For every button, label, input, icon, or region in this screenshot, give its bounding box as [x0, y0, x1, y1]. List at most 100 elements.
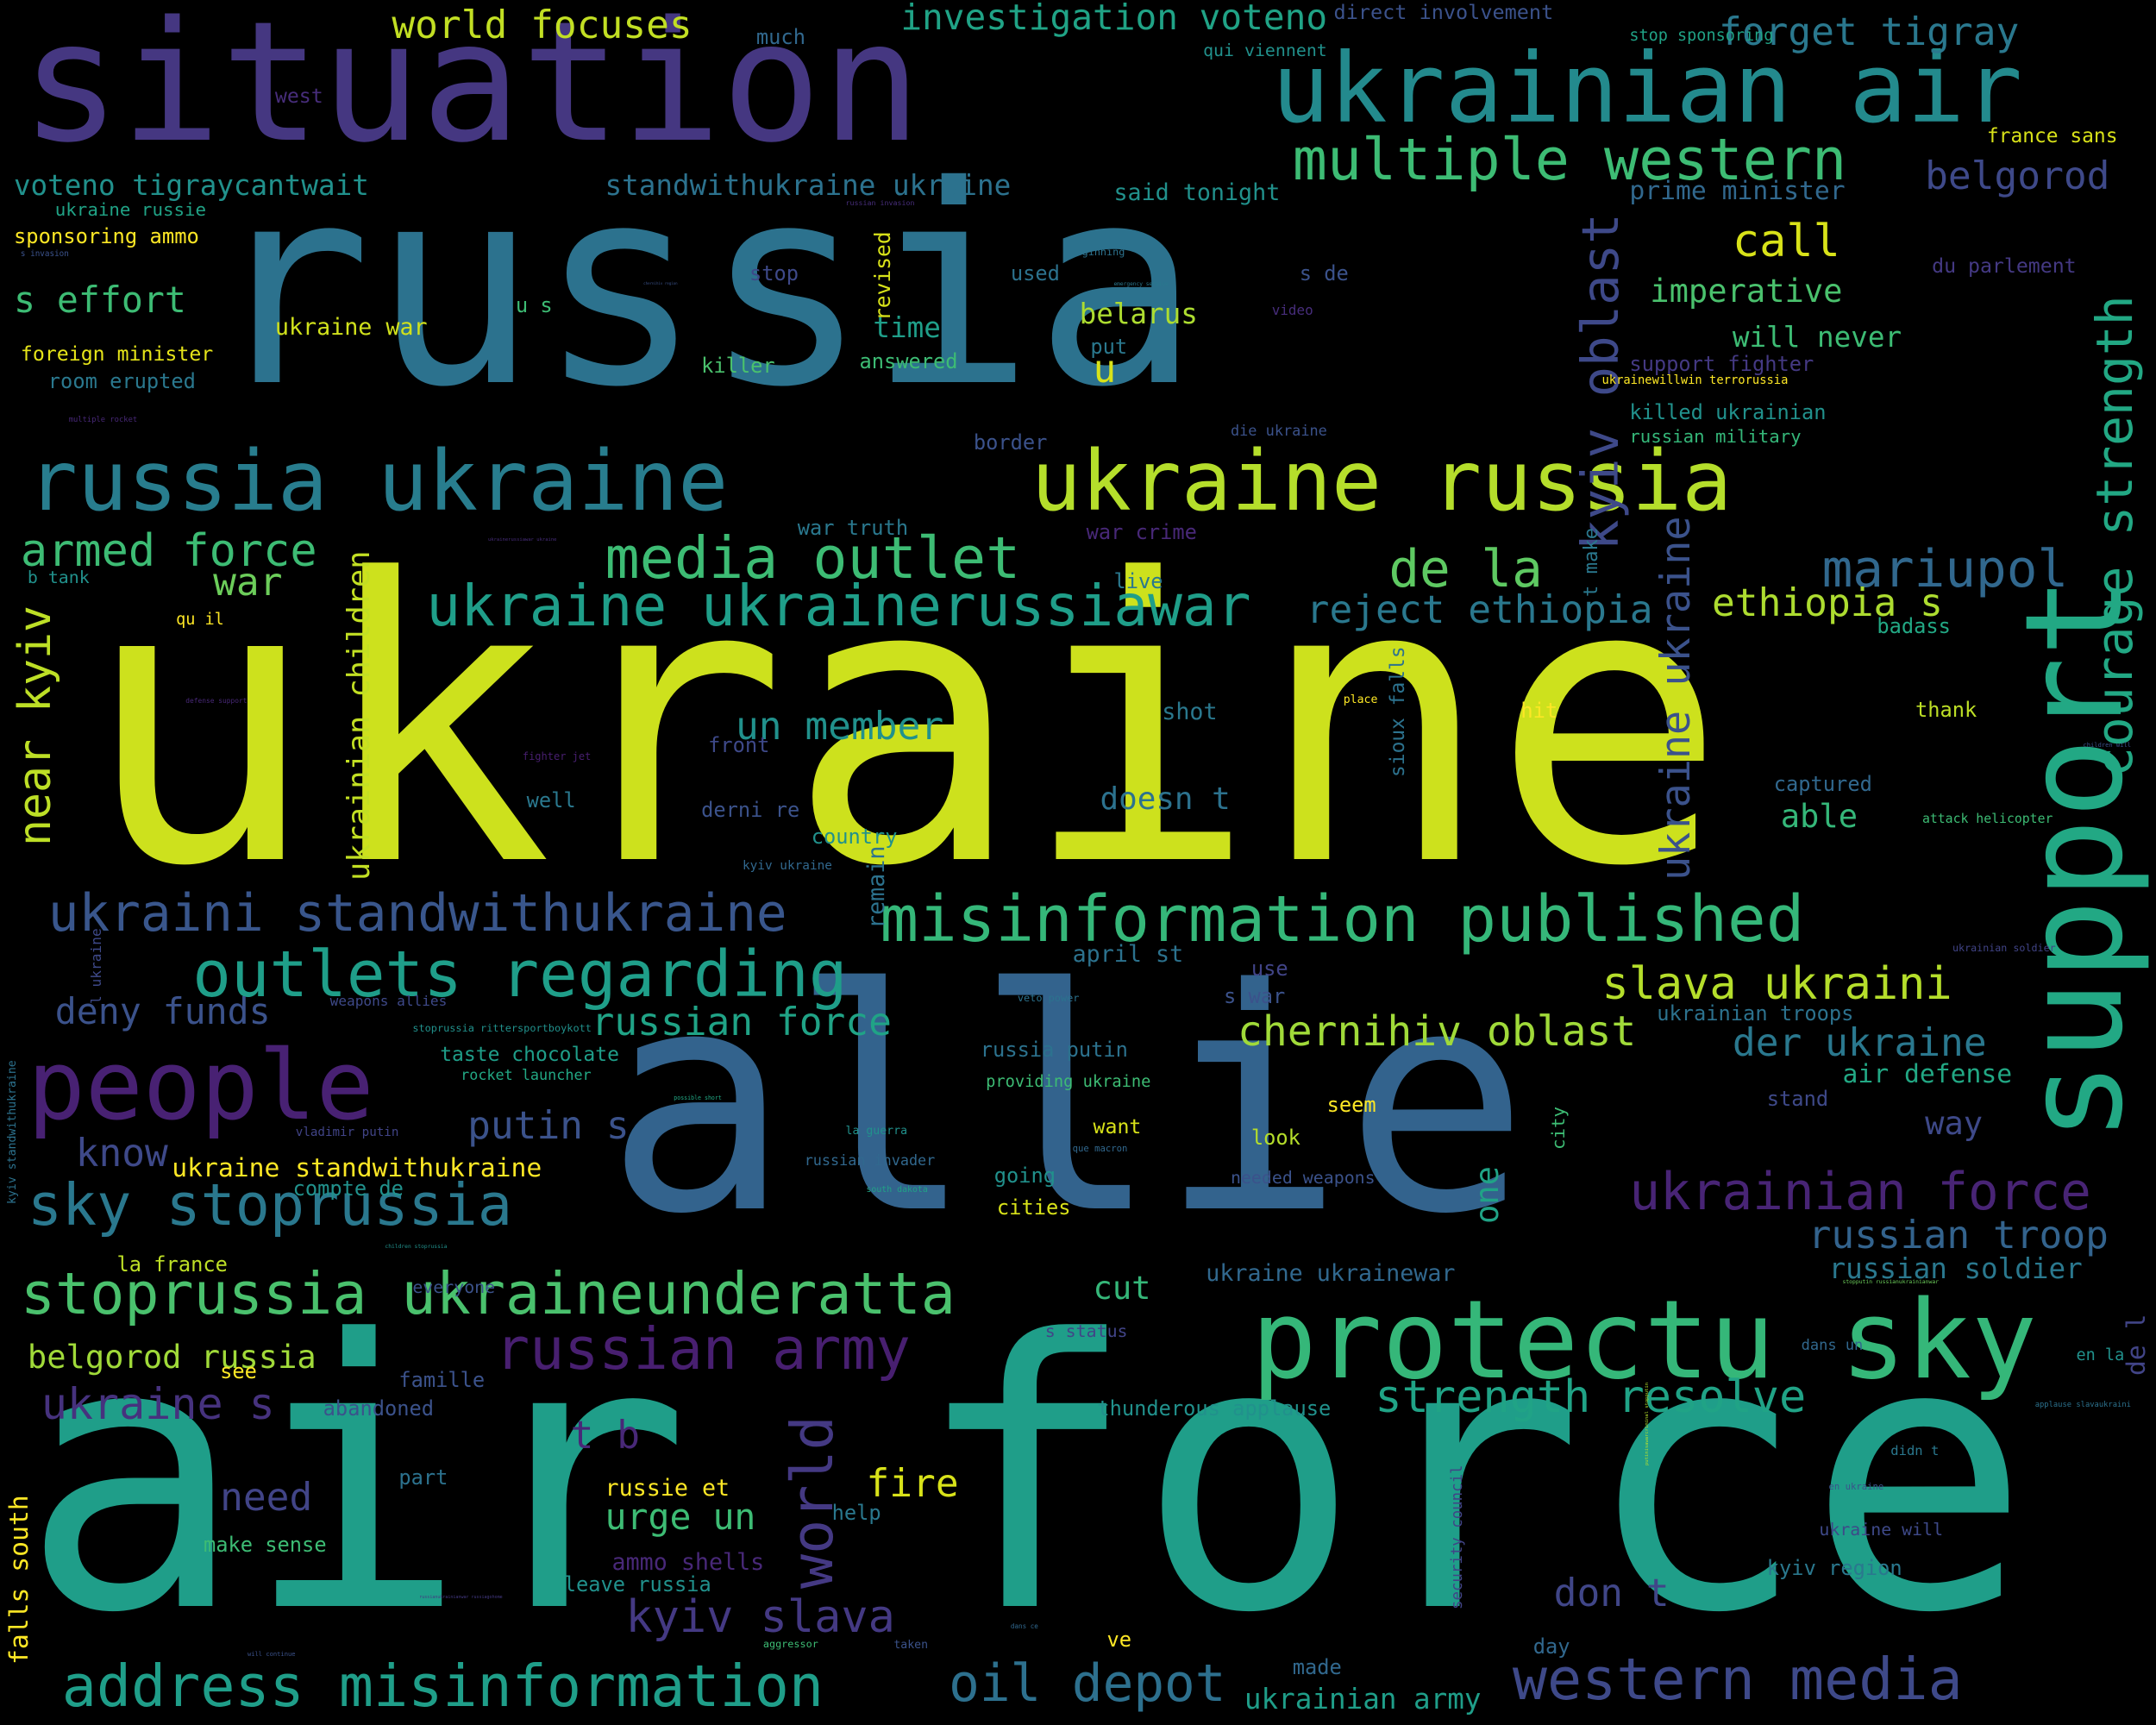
word-ukraine-will: ukraine will	[1819, 1519, 1944, 1540]
word-support-fighter: support fighter	[1629, 352, 1814, 377]
word-look: look	[1250, 1125, 1300, 1150]
word-t-make: t make	[1579, 528, 1602, 598]
word-attack-helicopter: attack helicopter	[1921, 811, 2053, 826]
word-taste-chocolate: taste chocolate	[440, 1044, 619, 1067]
word-que-macron: que macron	[1072, 1143, 1128, 1154]
word-call: call	[1732, 216, 1840, 268]
word-killed-ukrainian: killed ukrainian	[1629, 400, 1827, 425]
word-april-st: april st	[1072, 941, 1184, 969]
word-l-ukraine: l ukraine	[87, 928, 104, 1005]
word-well: well	[526, 788, 576, 813]
word-way: way	[1925, 1104, 1984, 1142]
word-reject-ethiopia: reject ethiopia	[1306, 587, 1653, 632]
word-one: one	[1468, 1166, 1506, 1225]
word-b-tank: b tank	[27, 568, 90, 588]
word-slava-ukraini: slava ukraini	[1601, 958, 1952, 1011]
word-qui-viennent: qui viennent	[1203, 41, 1327, 61]
word-ukrainerussiawar-ukraine: ukrainerussiawar ukraine	[488, 536, 557, 543]
word-place: place	[1343, 693, 1378, 707]
word-kyiv-ukraine: kyiv ukraine	[742, 858, 832, 873]
word-ukrainian-soldier: ukrainian soldier	[1952, 942, 2056, 955]
word-stop: stop	[749, 261, 799, 286]
word-cities: cities	[996, 1195, 1071, 1220]
word-room-erupted: room erupted	[47, 368, 196, 393]
word-south-dakota: south dakota	[866, 1184, 928, 1195]
word-russie-et: russie et	[605, 1474, 730, 1502]
word-veto-power: veto power	[1017, 991, 1080, 1004]
word-russian-invasion: russian invasion	[845, 198, 915, 208]
word-used: used	[1010, 261, 1060, 286]
word-use: use	[1250, 956, 1288, 981]
word-doesn-t: doesn t	[1100, 781, 1231, 818]
word-hit: hit	[1520, 699, 1558, 724]
word-qu-il: qu il	[176, 610, 224, 629]
word-said-tonight: said tonight	[1113, 179, 1281, 206]
word-remain: remain	[863, 845, 891, 929]
word-prime-minister: prime minister	[1629, 176, 1846, 207]
word-oil-depot: oil depot	[949, 1653, 1226, 1713]
word-fire: fire	[866, 1461, 959, 1506]
word-people: people	[27, 1031, 374, 1143]
word-belgorod-russia: belgorod russia	[27, 1339, 317, 1377]
word-russian-army: russian army	[494, 1315, 911, 1383]
word-ukraine-russie: ukraine russie	[54, 198, 207, 220]
word-emergency-service: emergency service	[1113, 280, 1169, 287]
word-belarus: belarus	[1079, 297, 1198, 330]
word-imperative: imperative	[1650, 272, 1843, 310]
word-don-t: don t	[1553, 1571, 1670, 1616]
word-defense-support: defense support	[185, 696, 248, 705]
word-ukrainian-troops: ukrainian troops	[1657, 1001, 1854, 1026]
word-die-ukraine: die ukraine	[1230, 422, 1327, 440]
word-derni-re: derni re	[701, 798, 800, 823]
word-situation: situation	[20, 0, 922, 179]
word-ukraine-ukraine: ukraine ukraine	[1653, 516, 1701, 881]
word-kyiv-standwithukraine: kyiv standwithukraine	[5, 1059, 19, 1204]
word-much: much	[755, 24, 805, 49]
word-famille: famille	[398, 1367, 486, 1392]
word-needed-weapons: needed weapons	[1230, 1167, 1376, 1188]
word-country: country	[811, 824, 898, 849]
word-time: time	[873, 310, 941, 344]
word-possible-short: possible short	[674, 1094, 722, 1101]
word-ethiopia-s: ethiopia s	[1712, 580, 1943, 625]
word-war-crime: war crime	[1086, 520, 1197, 545]
word-made: made	[1292, 1654, 1342, 1679]
word-fighter-jet: fighter jet	[522, 750, 592, 762]
word-s-invasion: s invasion	[20, 249, 69, 260]
word-didn-t: didn t	[1890, 1442, 1940, 1458]
word-ammo-shells: ammo shells	[611, 1549, 765, 1577]
word-un-member: un member	[735, 705, 944, 750]
word-en-la: en la	[2076, 1346, 2125, 1364]
word-outlets-regarding: outlets regarding	[192, 937, 848, 1012]
word-media-outlet: media outlet	[605, 524, 1021, 593]
word-compte-de: compte de	[292, 1176, 404, 1201]
word-help: help	[831, 1501, 881, 1526]
word-russianukrainianwar-russiagohome: russianukrainianwar russiagohome	[419, 1595, 503, 1601]
word-beginning: beginning	[1069, 246, 1125, 259]
word-sioux-falls: sioux falls	[1387, 646, 1410, 778]
word-ukraine: ukraine	[82, 497, 1727, 952]
word-de-la: de la	[1388, 538, 1543, 599]
word-falls-south: falls south	[3, 1495, 34, 1665]
word-war: war	[213, 560, 283, 605]
word-ukraine-standwithukraine: ukraine standwithukraine	[172, 1152, 542, 1183]
word-air-force: air force	[20, 1263, 2031, 1695]
word-france-sans: france sans	[1986, 124, 2118, 147]
word-captured: captured	[1773, 771, 1872, 796]
word-putin-s: putin s	[467, 1103, 630, 1148]
word-everyone: everyone	[412, 1277, 496, 1298]
word-en-ukraine: en ukraine	[1828, 1482, 1884, 1493]
word-russia-putin: russia putin	[980, 1037, 1128, 1062]
word-ukraine-ukrainerussiawar: ukraine ukrainerussiawar	[426, 572, 1251, 639]
word-allie: allie	[605, 924, 1530, 1282]
word-taken: taken	[893, 1639, 929, 1653]
word-de-l: de l	[2122, 1314, 2153, 1376]
word-multiple-rocket: multiple rocket	[68, 416, 138, 425]
word-s-effort: s effort	[13, 278, 186, 321]
word-put: put	[1090, 334, 1128, 359]
word-revised: revised	[870, 230, 896, 321]
word-standwithukraine-ukraine: standwithukraine ukraine	[605, 169, 1012, 203]
word-stop-sponsoring: stop sponsoring	[1629, 27, 1774, 46]
word-see: see	[220, 1358, 257, 1383]
word-investigation-voteno: investigation voteno	[900, 0, 1328, 38]
